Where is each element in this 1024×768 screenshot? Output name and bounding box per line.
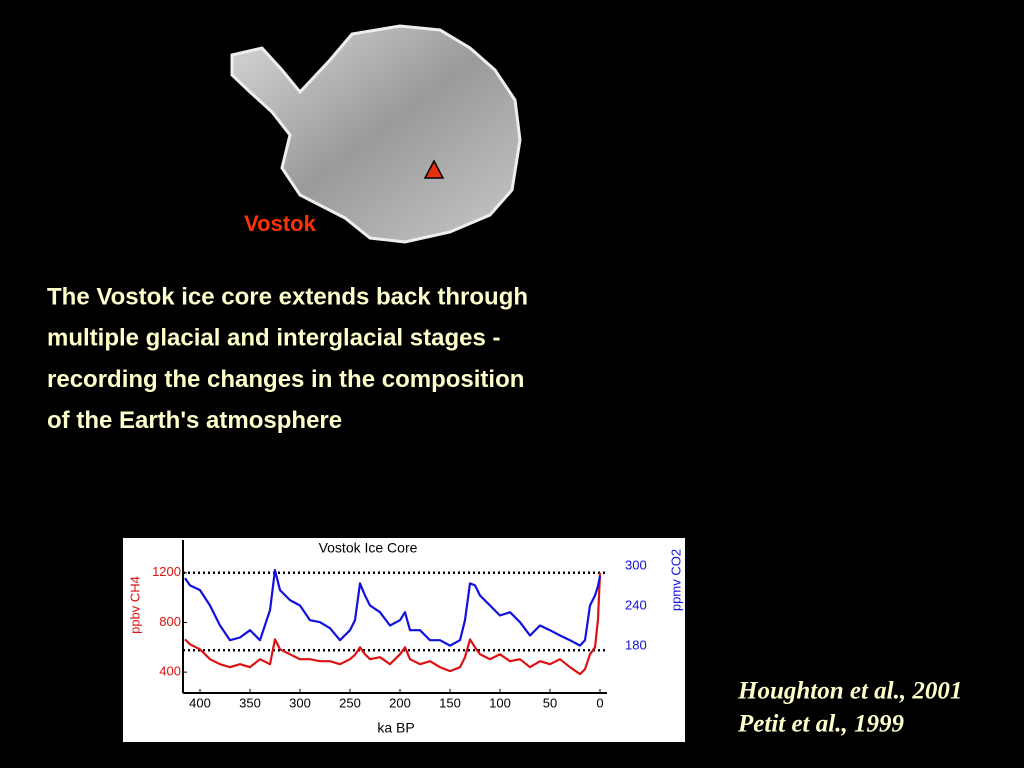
x-tick-label: 400 xyxy=(189,695,211,710)
y2-tick-label: 300 xyxy=(625,557,647,572)
chart: Vostok Ice Core ka BP ppbv CH4 ppmv CO2 400 3… xyxy=(127,540,683,736)
body-text: The Vostok ice core extends back through… xyxy=(47,283,528,434)
body-line: multiple glacial and interglacial stages… xyxy=(47,325,500,352)
series-line xyxy=(184,569,602,647)
y-tick-label: 1200 xyxy=(152,564,181,579)
body-line: The Vostok ice core extends back through xyxy=(47,283,528,310)
y2-tick-label: 180 xyxy=(625,638,647,653)
citation: Petit et al., 1999 xyxy=(737,711,904,738)
vostok-marker xyxy=(423,159,445,179)
citation: Houghton et al., 2001 xyxy=(737,678,962,705)
y2-tick-label: 240 xyxy=(625,598,647,613)
antarctica-map xyxy=(230,24,522,244)
chart-title: Vostok Ice Core xyxy=(319,540,418,556)
citations: Houghton et al., 2001 Petit et al., 1999 xyxy=(737,678,962,738)
x-tick-label: 50 xyxy=(543,695,557,710)
x-tick-label: 300 xyxy=(289,695,311,710)
x-axis-label: ka BP xyxy=(377,720,414,736)
x-tick-label: 100 xyxy=(489,695,511,710)
x-tick-label: 350 xyxy=(239,695,261,710)
x-tick-label: 250 xyxy=(339,695,361,710)
y2-axis-label: ppmv CO2 xyxy=(668,549,683,611)
x-tick-label: 200 xyxy=(389,695,411,710)
chart-background xyxy=(123,538,685,742)
y-tick-label: 400 xyxy=(159,664,181,679)
body-line: of the Earth's atmosphere xyxy=(47,407,342,434)
y-tick-label: 800 xyxy=(159,614,181,629)
x-tick-label: 0 xyxy=(596,695,603,710)
map-label: Vostok xyxy=(244,211,316,236)
series-line xyxy=(184,572,602,676)
body-line: recording the changes in the composition xyxy=(47,366,524,393)
x-tick-label: 150 xyxy=(439,695,461,710)
y-axis-label: ppbv CH4 xyxy=(127,576,142,634)
